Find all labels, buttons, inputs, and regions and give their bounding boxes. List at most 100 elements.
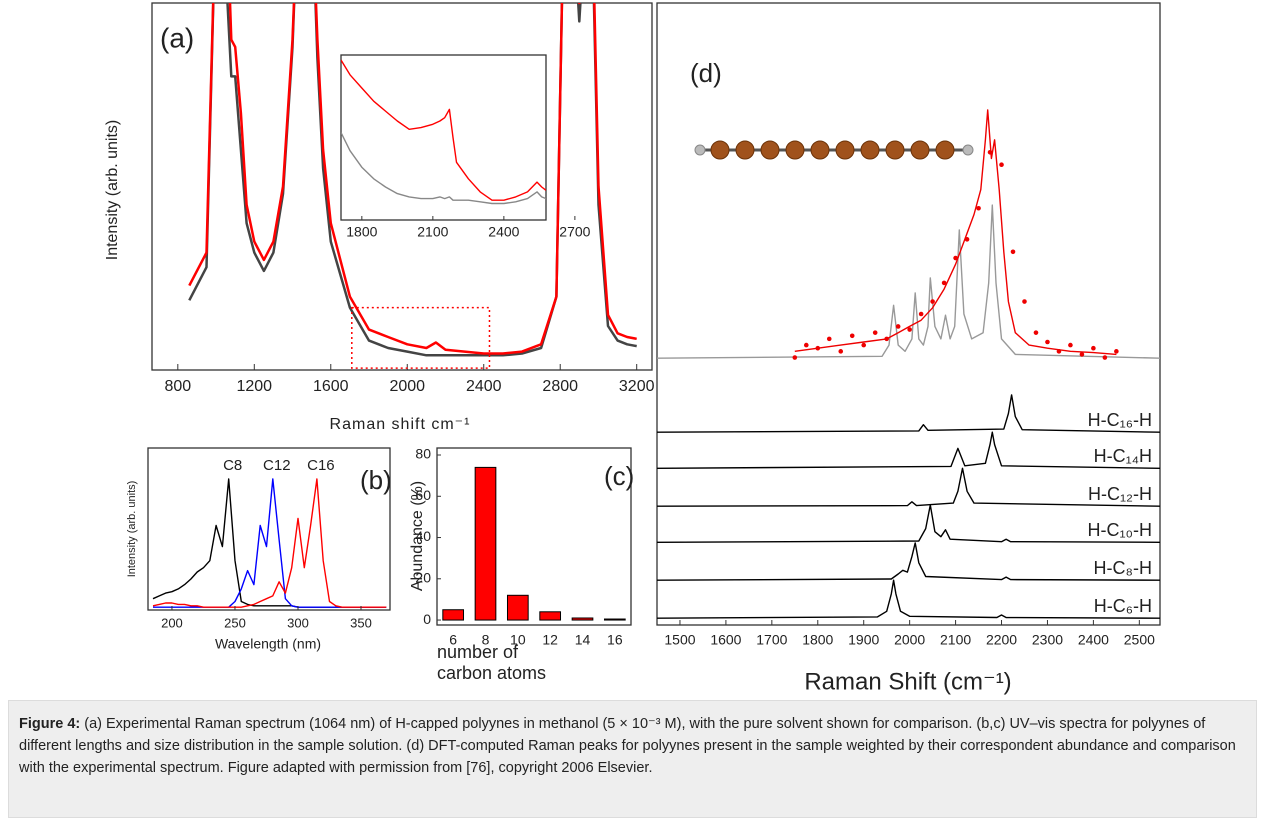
x-tick-label: 1200 — [236, 378, 272, 395]
x-tick-label: 2700 — [559, 224, 590, 240]
x-tick-label: 1800 — [802, 632, 833, 648]
data-point — [861, 342, 867, 348]
x-tick-label: 14 — [575, 632, 591, 648]
series-line — [657, 504, 1160, 543]
plot-area — [188, 3, 637, 357]
y-tick-label: 40 — [415, 528, 431, 544]
series-label: H-C₁₄H — [1094, 446, 1152, 466]
data-point — [1114, 349, 1119, 354]
plot-area — [341, 59, 546, 205]
x-tick-label: 2100 — [417, 224, 448, 240]
data-point — [1102, 355, 1108, 360]
series-line — [188, 3, 637, 355]
x-tick-label: 2200 — [986, 632, 1017, 648]
bar — [603, 618, 626, 621]
bar — [506, 594, 529, 621]
caption: Figure 4: (a) Experimental Raman spectru… — [8, 700, 1257, 818]
series-label: C12 — [263, 457, 291, 474]
series-label: H-C₁₆-H — [1088, 410, 1152, 430]
x-tick-label: 2400 — [466, 378, 502, 395]
series-label: C16 — [307, 457, 335, 474]
data-point — [1033, 330, 1039, 335]
x-tick-label: 2000 — [389, 378, 425, 395]
x-tick-label: 3200 — [619, 378, 655, 395]
panel-label: (a) — [160, 22, 194, 53]
x-tick-label: 200 — [161, 615, 183, 630]
series-line — [657, 204, 1160, 359]
y-axis-label: Abundance (%) — [409, 481, 426, 591]
y-axis-label: Intensity (arb. units) — [104, 120, 121, 261]
data-point — [826, 336, 832, 342]
series-line — [657, 579, 1160, 619]
x-tick-label: 2400 — [1078, 632, 1109, 648]
x-tick-label: 1900 — [848, 632, 879, 648]
bar — [442, 609, 465, 621]
series-line — [341, 132, 546, 205]
x-tick-label: 6 — [449, 632, 457, 648]
plot-frame — [147, 447, 391, 611]
x-tick-label: 1600 — [710, 632, 741, 648]
panel-label: (c) — [604, 461, 634, 491]
series-line — [657, 542, 1160, 581]
series-line — [188, 3, 637, 357]
x-tick-label: 12 — [542, 632, 558, 648]
panel-label: (b) — [360, 465, 392, 495]
x-tick-label: 1600 — [313, 378, 349, 395]
data-point — [838, 349, 844, 354]
data-point — [792, 355, 798, 360]
x-tick-label: 350 — [350, 615, 372, 630]
x-tick-label: 2800 — [542, 378, 578, 395]
data-point — [907, 327, 912, 332]
y-tick-label: 80 — [415, 446, 431, 462]
panel-label: (d) — [690, 58, 722, 88]
data-point — [930, 299, 935, 304]
caption-text: (a) Experimental Raman spectrum (1064 nm… — [19, 716, 1236, 776]
data-point — [999, 162, 1004, 168]
x-tick-label: 2300 — [1032, 632, 1063, 648]
data-point — [1068, 342, 1073, 348]
data-point — [1079, 352, 1085, 357]
data-point — [1091, 345, 1096, 351]
y-axis-label: Intensity (arb. units) — [126, 481, 138, 578]
series-line — [152, 478, 387, 608]
plot-area — [442, 466, 626, 621]
x-tick-label: 16 — [607, 632, 623, 648]
data-point — [1022, 299, 1027, 304]
data-point — [1045, 339, 1050, 345]
x-tick-label: 2000 — [894, 632, 925, 648]
x-tick-label: 1800 — [346, 224, 377, 240]
bar — [539, 611, 562, 621]
data-point — [803, 342, 809, 348]
bar — [571, 617, 594, 621]
data-point — [1010, 249, 1016, 255]
series-label: H-C₆-H — [1094, 596, 1152, 616]
data-point — [918, 311, 924, 317]
data-point — [849, 333, 855, 339]
series-line — [657, 431, 1160, 469]
figure: 800 1200 1600 2000 2400 2800 3200(a)Raman shif… — [104, 2, 1161, 695]
series-label: H-C₁₀-H — [1087, 520, 1152, 540]
x-axis-label: number of — [437, 642, 519, 662]
series-label: C8 — [223, 457, 242, 474]
x-tick-label: 2100 — [940, 632, 971, 648]
highlight-box — [351, 306, 491, 369]
plot-frame — [436, 447, 632, 626]
y-tick-label: 0 — [423, 611, 431, 627]
x-tick-label: 2500 — [1124, 632, 1155, 648]
data-point — [976, 205, 981, 211]
plot-frame — [656, 2, 1161, 626]
x-axis-label: Wavelength (nm) — [215, 636, 321, 652]
bar — [474, 466, 497, 621]
y-tick-label: 20 — [415, 569, 431, 585]
series-label: H-C₁₂-H — [1088, 484, 1152, 504]
data-point — [895, 324, 901, 329]
series-line — [657, 394, 1160, 433]
x-tick-label: 2400 — [488, 224, 519, 240]
x-tick-label: 300 — [287, 615, 309, 630]
x-axis-label: Raman Shift (cm⁻¹) — [804, 668, 1011, 695]
plot-area — [152, 478, 387, 608]
series-line — [794, 109, 1117, 356]
plot-area — [657, 109, 1160, 619]
plot-frame — [340, 54, 547, 221]
x-tick-label: 800 — [164, 378, 191, 395]
